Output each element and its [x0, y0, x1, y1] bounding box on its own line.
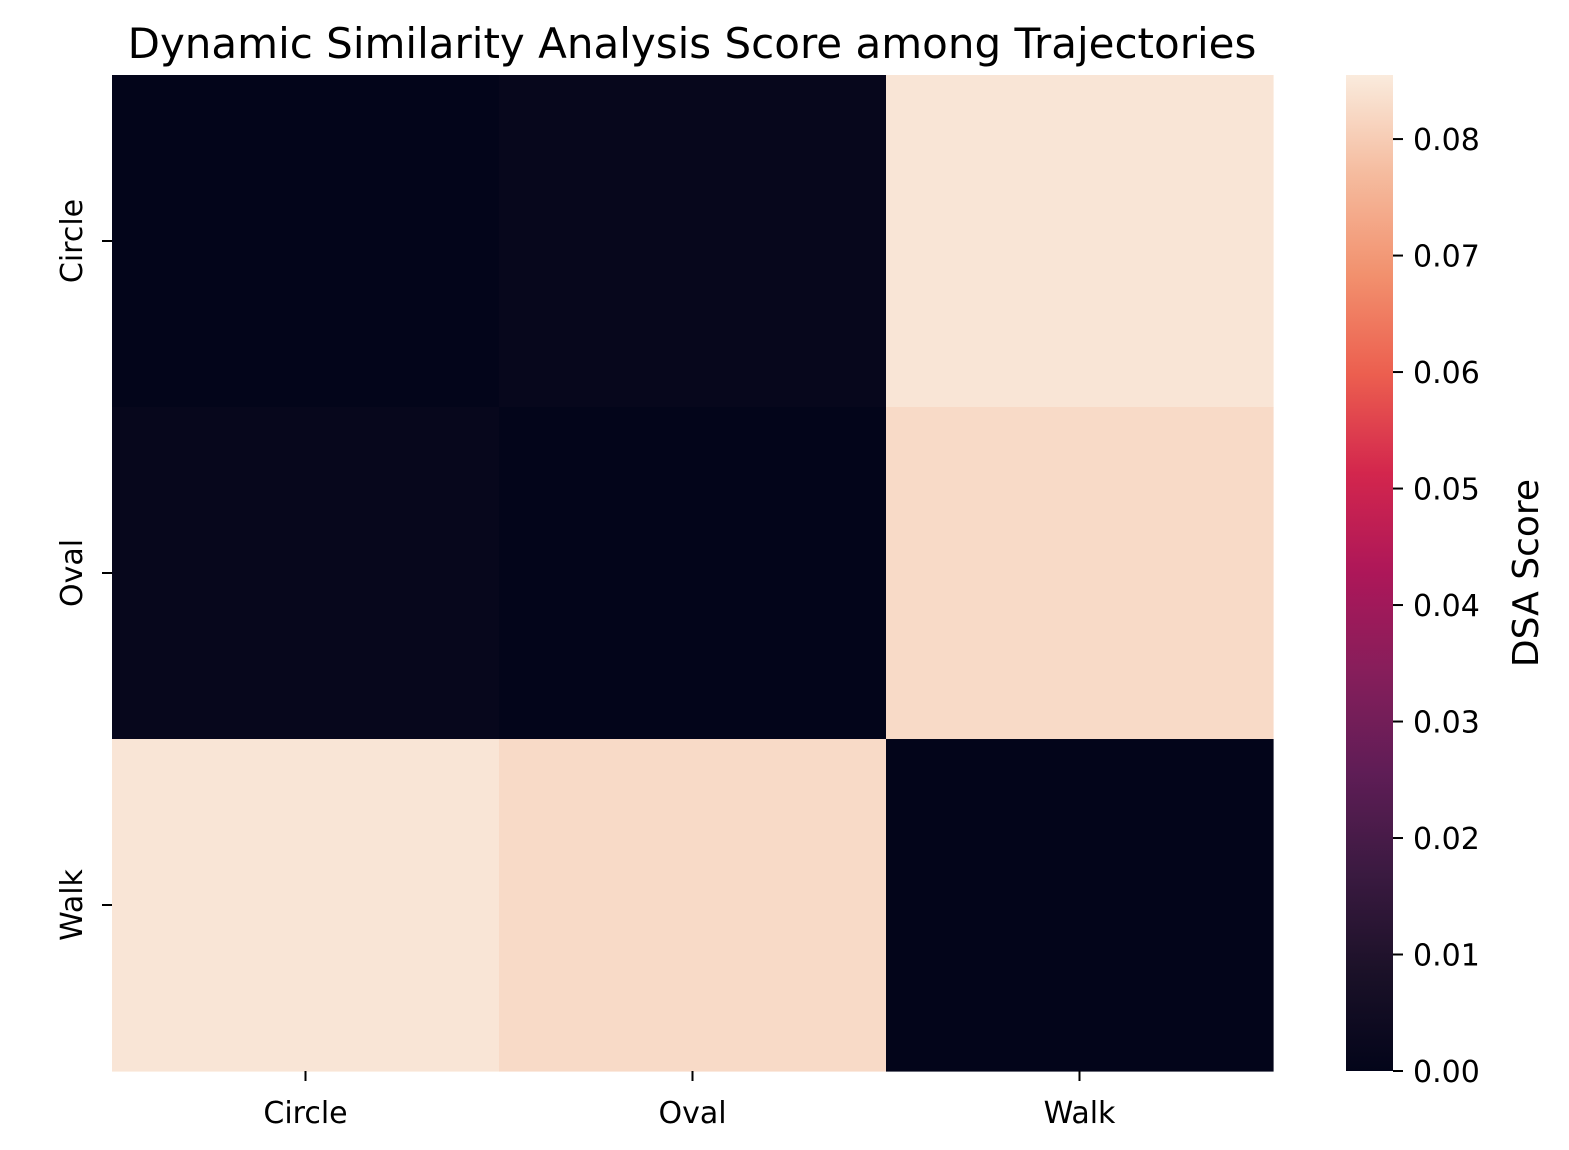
heatmap-cell-circle-oval — [499, 75, 887, 408]
heatmap-cell-circle-circle — [112, 75, 500, 408]
chart-title: Dynamic Similarity Analysis Score among … — [128, 19, 1257, 68]
colorbar-tick-label: 0.01 — [1413, 939, 1480, 974]
colorbar — [1346, 75, 1393, 1071]
x-axis: Circle Oval Walk — [263, 1071, 1116, 1131]
heatmap-cell-walk-oval — [499, 739, 887, 1072]
heatmap-cell-oval-walk — [886, 407, 1274, 740]
heatmap-cell-walk-walk — [886, 739, 1274, 1072]
y-axis: Circle Oval Walk — [55, 199, 112, 941]
heatmap-cell-oval-circle — [112, 407, 500, 740]
x-tick-label-oval: Oval — [658, 1096, 726, 1131]
heatmap-cell-walk-circle — [112, 739, 500, 1072]
colorbar-tick-label: 0.05 — [1413, 473, 1480, 508]
colorbar-tick-label: 0.06 — [1413, 356, 1480, 391]
colorbar-tick-label: 0.03 — [1413, 706, 1480, 741]
colorbar-tick-label: 0.07 — [1413, 240, 1480, 275]
colorbar-tick-label: 0.00 — [1413, 1055, 1480, 1090]
heatmap-cells — [112, 75, 1274, 1072]
x-tick-label-circle: Circle — [263, 1096, 347, 1131]
y-tick-label-oval: Oval — [55, 539, 90, 607]
colorbar-tick-label: 0.08 — [1413, 123, 1480, 158]
y-tick-label-circle: Circle — [55, 199, 90, 283]
colorbar-axis: 0.00 0.01 0.02 0.03 0.04 0.05 0.06 0.07 0.08 — [1393, 123, 1480, 1090]
heatmap-cell-oval-oval — [499, 407, 887, 740]
y-tick-label-walk: Walk — [55, 868, 90, 940]
x-tick-label-walk: Walk — [1044, 1096, 1116, 1131]
heatmap-cell-circle-walk — [886, 75, 1274, 408]
colorbar-tick-label: 0.04 — [1413, 589, 1480, 624]
colorbar-tick-label: 0.02 — [1413, 822, 1480, 857]
colorbar-label: DSA Score — [1506, 479, 1547, 667]
